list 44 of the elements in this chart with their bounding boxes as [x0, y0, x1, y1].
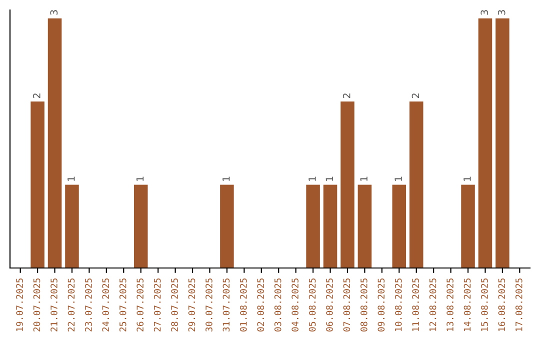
x-tick-label: 05.08.2025 [308, 278, 316, 332]
data-label: 1 [68, 176, 75, 181]
x-tick-label: 12.08.2025 [429, 278, 436, 331]
data-label: 1 [326, 176, 333, 181]
x-tick-label: 31.07.2025 [222, 278, 230, 332]
data-label: 3 [498, 10, 506, 15]
x-tick-label: 28.07.2025 [171, 278, 178, 332]
x-tick-label: 22.07.2025 [68, 278, 75, 332]
x-tick-label: 30.07.2025 [206, 278, 212, 332]
x-tick-label: 24.07.2025 [102, 278, 110, 332]
x-tick-label: 09.08.2025 [378, 278, 385, 332]
x-tick-label: 16.08.2025 [498, 278, 506, 331]
x-tick-label: 07.08.2025 [343, 278, 350, 332]
x-tick-label: 19.07.2025 [16, 278, 23, 331]
x-tick-label: 21.07.2025 [50, 278, 58, 332]
data-label: 1 [308, 176, 316, 181]
data-label: 2 [33, 94, 40, 98]
x-tick-label: 27.07.2025 [154, 278, 161, 332]
x-tick-label: 29.07.2025 [188, 278, 196, 332]
x-tick-label: 06.08.2025 [326, 278, 333, 332]
data-label: 1 [464, 176, 471, 181]
x-tick-label: 04.08.2025 [292, 278, 298, 332]
x-tick-label: 23.07.2025 [85, 278, 92, 332]
x-tick-label: 15.08.2025 [481, 278, 488, 331]
x-tick-label: 17.08.2025 [515, 278, 522, 331]
data-label: 1 [360, 176, 368, 181]
x-tick-label: 08.08.2025 [360, 278, 368, 332]
x-tick-label: 14.08.2025 [464, 278, 471, 331]
data-label: 1 [394, 176, 402, 181]
x-tick-label: 26.07.2025 [136, 278, 144, 332]
x-tick-label: 01.08.2025 [240, 278, 247, 332]
x-tick-label: 25.07.2025 [119, 278, 126, 332]
data-label: 1 [136, 176, 144, 181]
x-tick-label: 10.08.2025 [394, 278, 402, 331]
x-tick-label: 11.08.2025 [412, 278, 419, 331]
x-tick-label: 13.08.2025 [446, 278, 454, 331]
x-tick-label: 20.07.2025 [33, 278, 40, 332]
data-label: 2 [412, 94, 420, 98]
x-tick-label: 02.08.2025 [257, 278, 264, 332]
data-label: 1 [222, 176, 230, 181]
data-label: 3 [480, 10, 488, 15]
data-label: 2 [342, 94, 350, 98]
x-tick-label: 03.08.2025 [274, 278, 282, 332]
data-label: 3 [50, 10, 58, 15]
